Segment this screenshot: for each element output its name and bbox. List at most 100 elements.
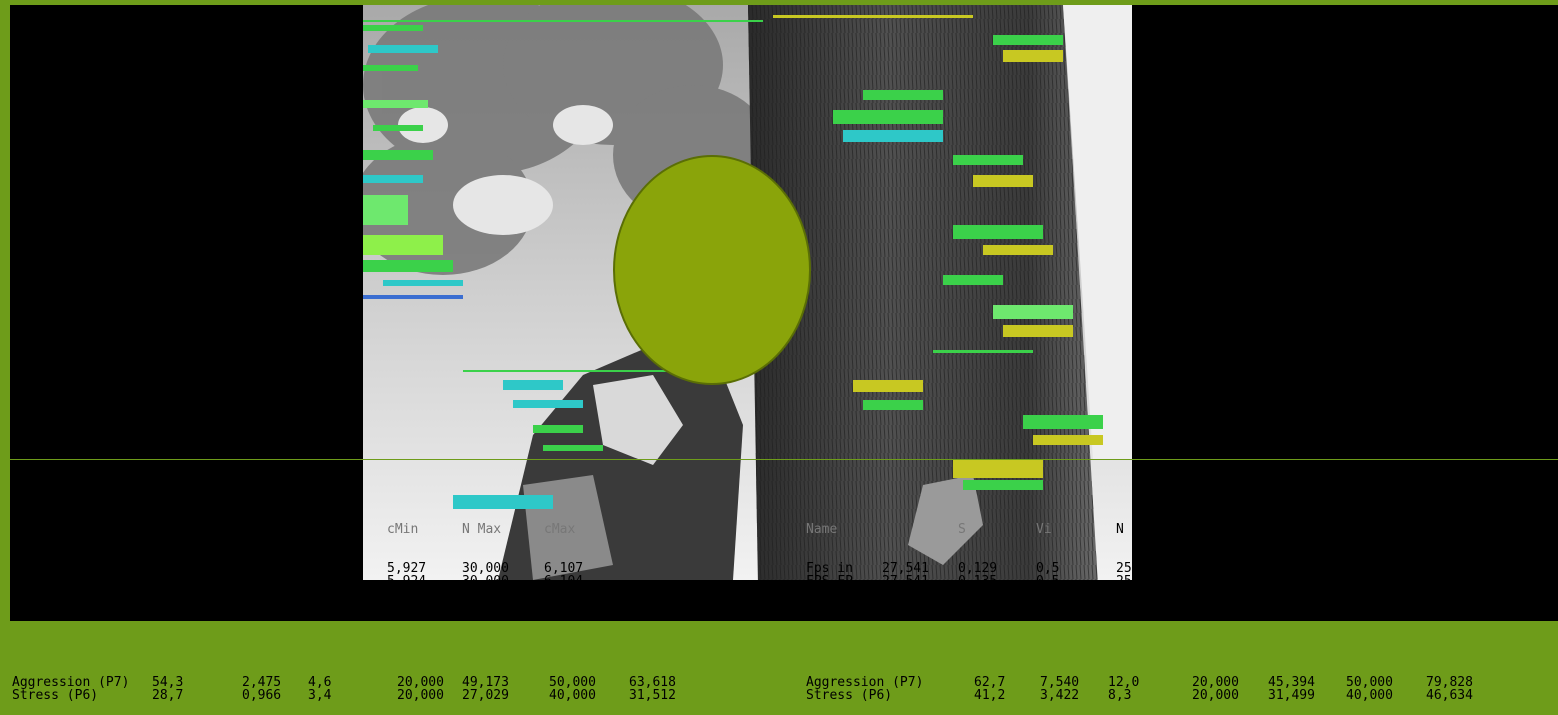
metric-row-cell: 31,512	[629, 688, 676, 703]
split-line	[10, 459, 1558, 460]
metric-row-cell: 63,618	[629, 675, 676, 690]
header-nmax: N Max	[462, 522, 502, 537]
stats-row-cell: 4,932	[882, 587, 922, 602]
metric-row-cell: 41,2	[974, 688, 1006, 703]
metric-row-cell: 27,029	[462, 688, 509, 703]
stats-row-cell: 6,107	[544, 561, 584, 576]
stats-row-cell: 6,104	[544, 574, 584, 589]
stats-row-cell: Fps in	[12, 561, 59, 576]
stats-row-cell: 30,000	[462, 574, 509, 589]
stats-row-cell: 0,4	[242, 574, 266, 589]
stats-row-cell: 5,927	[387, 561, 427, 576]
stats-row-cell: 5,300	[462, 587, 502, 602]
header-nmax: N Max	[1268, 522, 1308, 537]
stats-row-cell: 0,5	[1036, 561, 1060, 576]
stats-row-cell: N	[12, 600, 20, 615]
stats-row-cell: FPS BP	[806, 587, 853, 602]
stats-row-cell: 30,000	[1268, 574, 1315, 589]
stats-row-cell: 26,754	[1192, 574, 1239, 589]
stats-row-cell: 30,000	[462, 561, 509, 576]
metric-row-cell: 49,173	[462, 675, 509, 690]
stats-row-cell: 6,009	[74, 561, 114, 576]
stats-row-cell: 4,808	[1192, 587, 1232, 602]
stats-row-cell: 0,8	[1036, 587, 1060, 602]
metric-row-cell: 8,3	[1108, 688, 1132, 703]
stats-row-cell: 5,059	[544, 587, 584, 602]
stats-row-cell: 0,042	[164, 587, 204, 602]
stats-row-cell: 4,932	[74, 587, 114, 602]
stats-row-cell: FPS BP	[12, 587, 59, 602]
stats-row-cell: 26,958	[1192, 561, 1239, 576]
top-border	[0, 0, 1558, 5]
metric-row-cell: Aggression (P7)	[806, 675, 924, 690]
metric-row-cell: 3,4	[308, 688, 332, 703]
stats-row-cell: Fps in	[806, 561, 853, 576]
metric-row-cell: 40,000	[549, 688, 596, 703]
metric-row-cell: 79,828	[1426, 675, 1473, 690]
metric-row-cell: 45,394	[1268, 675, 1315, 690]
stats-row: FPS FP 6,009 0,026 0,4 25,000 5,924 30,000 6,10…	[12, 575, 583, 588]
metric-row-cell: 20,000	[1192, 675, 1239, 690]
stats-row-cell: 0,027	[164, 561, 204, 576]
metric-row-cell: 50,000	[549, 675, 596, 690]
stats-row-cell: 0,9	[242, 587, 266, 602]
header-name: Name	[12, 522, 44, 537]
left-border	[0, 0, 10, 621]
right-stats-panel: Name S Vi N Min cMin N Max cMax Fps in 27…	[806, 497, 1473, 715]
stats-row-cell: 25,000	[1116, 574, 1163, 589]
stats-row-cell: 25,000	[308, 574, 355, 589]
stats-row-cell: 5,062	[1346, 587, 1386, 602]
header-s: S	[164, 522, 172, 537]
stats-row: FPS BP 4,932 0,042 0,9 4,700 4,808 5,300 5,059	[12, 588, 583, 601]
stats-row-cell: 0,135	[958, 574, 998, 589]
stats-header: Name S Vi N Min cMin N Max cMax	[12, 522, 575, 537]
stats-row-cell: 30,000	[1268, 561, 1315, 576]
header-cmax: cMax	[544, 522, 576, 537]
metric-row-cell: 4,6	[308, 675, 332, 690]
metric-row-cell: 3,422	[1040, 688, 1080, 703]
stats-row-cell: 4,808	[387, 587, 427, 602]
header-cmin: cMin	[387, 522, 419, 537]
metric-row-cell: Aggression (P7)	[12, 675, 130, 690]
stats-row: Fps in 27,541 0,129 0,5 25,000 26,958 30,000 28…	[806, 562, 1393, 575]
stats-row: N 100	[12, 600, 97, 615]
stats-row-cell: 28,205	[1346, 574, 1393, 589]
header-nmin: N Min	[308, 522, 348, 537]
tracking-overlay-right	[773, 15, 1103, 490]
header-name: Name	[806, 522, 838, 537]
stats-row-cell: 27,541	[882, 574, 929, 589]
metric-row-cell: 46,634	[1426, 688, 1473, 703]
left-stats-panel: Name S Vi N Min cMin N Max cMax Fps in 6,…	[12, 497, 676, 715]
metric-row-cell: 20,000	[1192, 688, 1239, 703]
stats-row-cell: 28,205	[1346, 561, 1393, 576]
stats-header: Name S Vi N Min cMin N Max cMax	[806, 522, 1377, 537]
stats-row-cell: N	[806, 600, 814, 615]
metric-row-cell: 2,475	[242, 675, 282, 690]
camera-view	[363, 5, 1132, 580]
stats-row-cell: 4,700	[308, 587, 348, 602]
metric-row: Aggression (P7) 54,3 2,475 4,6 20,000 49,173 5…	[12, 676, 676, 689]
metric-row-cell: Stress (P6)	[806, 688, 893, 703]
header-cmin: cMin	[1192, 522, 1224, 537]
stats-row: N 100	[806, 600, 905, 615]
stats-row-cell: 4,700	[1116, 587, 1156, 602]
stats-row-cell: 0,5	[242, 561, 266, 576]
stats-row-cell: 100	[74, 600, 98, 615]
stats-row-cell: 6,009	[74, 574, 114, 589]
metric-row-cell: 28,7	[152, 688, 184, 703]
metric-row-cell: 54,3	[152, 675, 184, 690]
face-mask-icon	[613, 155, 811, 385]
tracking-overlay-left	[363, 20, 763, 509]
stats-row-cell: 5,924	[387, 574, 427, 589]
header-vi: Vi	[242, 522, 258, 537]
metric-row-cell: 62,7	[974, 675, 1006, 690]
metric-row-cell: 40,000	[1346, 688, 1393, 703]
camera-image	[363, 5, 1132, 580]
metric-row-cell: 7,540	[1040, 675, 1080, 690]
stats-row: FPS BP 4,932 0,041 0,8 4,700 4,808 5,300 5,062	[806, 588, 1385, 601]
stats-row-cell: 25,000	[308, 561, 355, 576]
metric-row-cell: 20,000	[397, 675, 444, 690]
stats-row-cell: 25,000	[1116, 561, 1163, 576]
stats-row-cell: FPS FP	[806, 574, 853, 589]
metric-row: Stress (P6) 28,7 0,966 3,4 20,000 27,029 40,00…	[12, 689, 676, 702]
